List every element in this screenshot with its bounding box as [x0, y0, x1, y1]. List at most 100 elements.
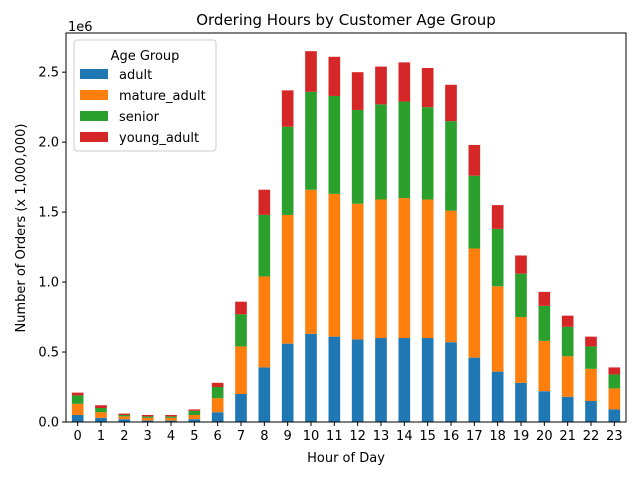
bar-adult-hour-17 [468, 357, 481, 422]
bar-young_adult-hour-4 [165, 415, 177, 417]
bar-senior-hour-12 [351, 109, 364, 204]
bar-adult-hour-3 [141, 420, 154, 422]
x-tick-label: 19 [513, 429, 530, 444]
bar-young_adult-hour-0 [71, 392, 84, 396]
x-tick-label: 16 [443, 429, 460, 444]
legend-title: Age Group [111, 49, 180, 64]
bar-senior-hour-21 [561, 326, 574, 357]
x-tick-label: 6 [214, 429, 222, 444]
x-tick-label: 13 [373, 429, 390, 444]
bar-adult-hour-16 [445, 342, 457, 422]
bar-adult-hour-21 [561, 396, 574, 422]
bar-mature_adult-hour-6 [211, 398, 224, 413]
x-tick-label: 17 [466, 429, 483, 444]
bar-young_adult-hour-6 [211, 382, 224, 388]
bar-senior-hour-16 [445, 121, 457, 211]
bar-mature_adult-hour-2 [118, 416, 131, 420]
x-tick-label: 0 [74, 429, 82, 444]
bar-mature_adult-hour-4 [165, 417, 177, 421]
legend-swatch-mature_adult [80, 90, 108, 100]
bar-mature_adult-hour-0 [71, 403, 84, 416]
bar-mature_adult-hour-8 [258, 276, 271, 368]
bar-mature_adult-hour-3 [141, 417, 154, 421]
bar-adult-hour-22 [585, 401, 597, 422]
legend-label-senior: senior [119, 110, 160, 125]
legend-label-adult: adult [119, 68, 152, 83]
x-tick-label: 10 [303, 429, 320, 444]
bar-young_adult-hour-23 [608, 367, 621, 375]
bar-adult-hour-8 [258, 367, 271, 422]
bar-young_adult-hour-17 [468, 144, 481, 176]
x-tick-label: 2 [120, 429, 128, 444]
bar-senior-hour-4 [165, 416, 177, 418]
x-tick-label: 21 [559, 429, 576, 444]
bar-young_adult-hour-3 [141, 415, 154, 417]
x-ticks-group: 0 1 2 3 4 5 6 7 8 9 10 11 12 13 14 15 16 17 18 19 20 21 22 23 [74, 422, 623, 444]
bar-senior-hour-5 [188, 410, 201, 416]
x-tick-label: 15 [419, 429, 436, 444]
bar-adult-hour-23 [608, 409, 621, 422]
bar-young_adult-hour-20 [538, 291, 551, 306]
bar-senior-hour-13 [375, 104, 387, 200]
bar-young_adult-hour-9 [281, 90, 294, 127]
bar-mature_adult-hour-15 [421, 199, 434, 339]
legend-swatch-adult [80, 69, 108, 79]
bar-adult-hour-2 [118, 419, 131, 422]
bar-senior-hour-10 [305, 91, 317, 190]
plot-frame [65, 32, 627, 423]
legend-label-mature_adult: mature_adult [119, 89, 206, 104]
x-tick-label: 18 [489, 429, 506, 444]
bar-young_adult-hour-2 [118, 413, 131, 416]
y-tick-label: 1.5 [38, 206, 59, 221]
x-tick-label: 22 [583, 429, 600, 444]
x-tick-label: 7 [237, 429, 245, 444]
bar-senior-hour-6 [211, 387, 224, 399]
bar-senior-hour-7 [235, 314, 247, 347]
y-tick-label: 2.5 [38, 66, 59, 81]
legend-label-young_adult: young_adult [119, 131, 199, 146]
bar-adult-hour-1 [95, 417, 107, 422]
y-offset-label: 1e6 [68, 20, 93, 35]
bar-young_adult-hour-21 [561, 315, 574, 327]
bar-mature_adult-hour-17 [468, 248, 481, 358]
bar-adult-hour-11 [328, 336, 341, 422]
bar-young_adult-hour-5 [188, 409, 201, 411]
bar-senior-hour-17 [468, 175, 481, 249]
x-tick-label: 12 [349, 429, 366, 444]
x-tick-label: 14 [396, 429, 413, 444]
bar-senior-hour-14 [398, 101, 411, 199]
bar-young_adult-hour-15 [421, 67, 434, 108]
legend-swatch-senior [80, 111, 108, 121]
bar-senior-hour-1 [95, 408, 107, 413]
bar-adult-hour-19 [515, 382, 527, 422]
bar-adult-hour-10 [305, 333, 317, 422]
bar-senior-hour-22 [585, 346, 597, 369]
bar-mature_adult-hour-20 [538, 340, 551, 392]
x-tick-label: 8 [260, 429, 268, 444]
bar-mature_adult-hour-23 [608, 388, 621, 410]
bar-senior-hour-2 [118, 415, 131, 417]
legend-swatch-young_adult [80, 132, 108, 142]
bar-mature_adult-hour-18 [491, 286, 504, 372]
bar-adult-hour-4 [165, 420, 177, 422]
bar-mature_adult-hour-22 [585, 368, 597, 402]
y-tick-label: 0.0 [38, 416, 59, 431]
chart-title: Ordering Hours by Customer Age Group [196, 11, 496, 29]
bar-senior-hour-19 [515, 273, 527, 318]
bar-adult-hour-13 [375, 338, 387, 422]
bar-senior-hour-18 [491, 228, 504, 287]
bar-mature_adult-hour-9 [281, 214, 294, 344]
y-tick-label: 2.0 [38, 136, 59, 151]
y-tick-label: 0.5 [38, 346, 59, 361]
bar-mature_adult-hour-11 [328, 193, 341, 337]
bars-group [71, 51, 621, 422]
bar-adult-hour-5 [188, 419, 201, 422]
bar-mature_adult-hour-10 [305, 189, 317, 334]
bar-young_adult-hour-14 [398, 62, 411, 102]
x-tick-label: 5 [190, 429, 198, 444]
bar-mature_adult-hour-16 [445, 210, 457, 343]
bar-adult-hour-14 [398, 338, 411, 422]
